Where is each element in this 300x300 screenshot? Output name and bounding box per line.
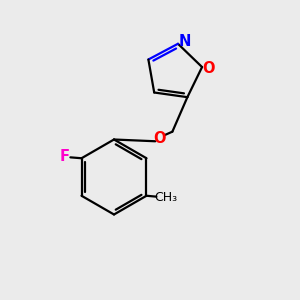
Text: F: F bbox=[60, 149, 70, 164]
Text: O: O bbox=[202, 61, 215, 76]
Text: CH₃: CH₃ bbox=[154, 191, 178, 204]
Text: N: N bbox=[178, 34, 191, 49]
Text: O: O bbox=[154, 131, 166, 146]
